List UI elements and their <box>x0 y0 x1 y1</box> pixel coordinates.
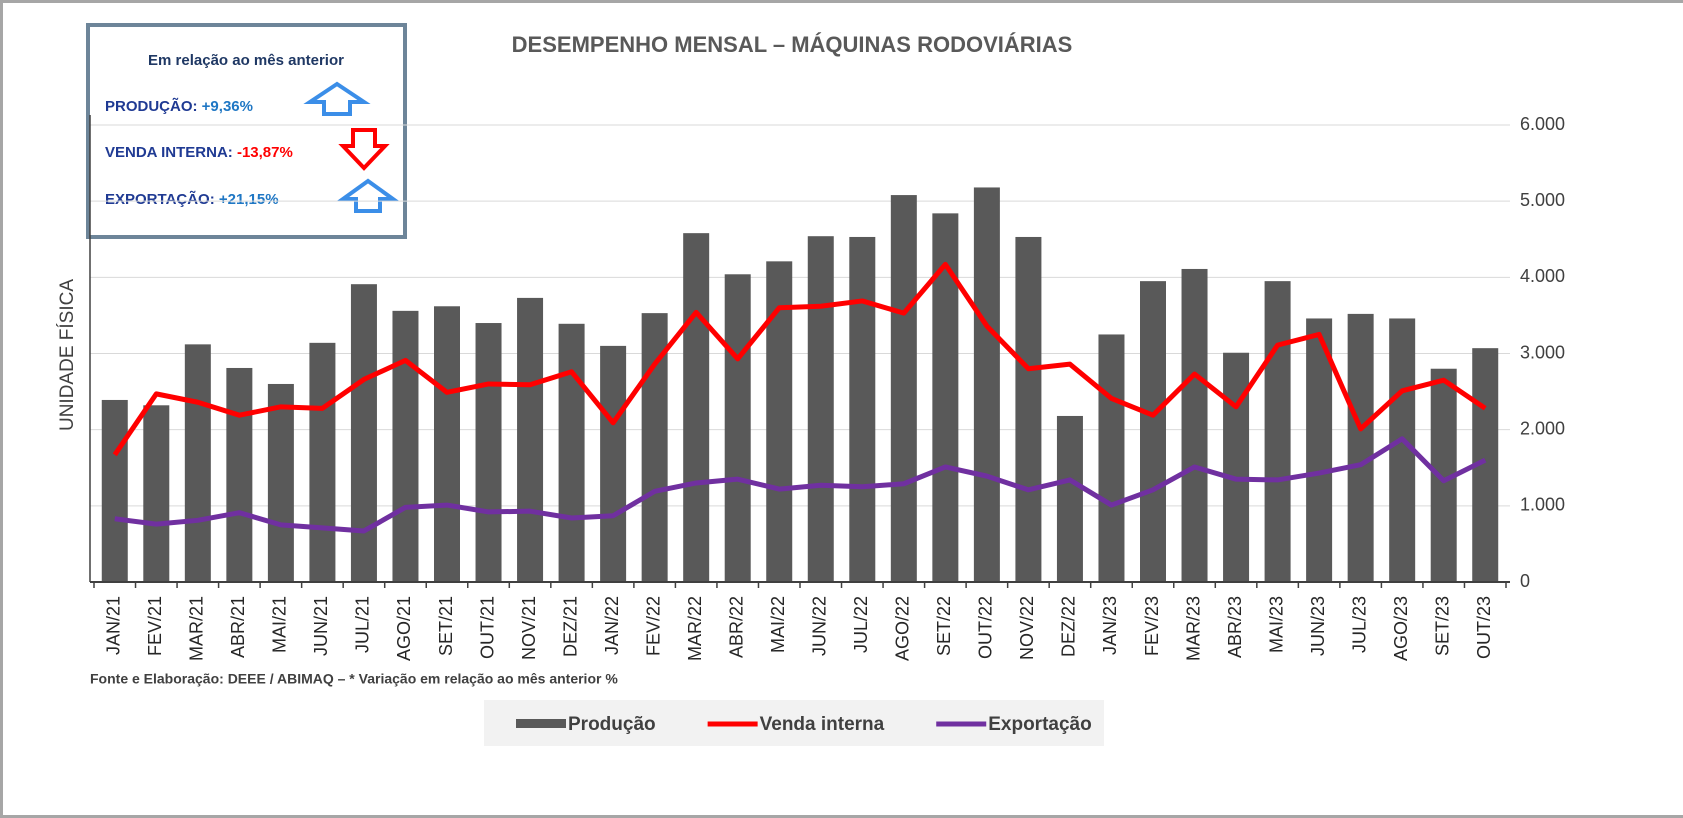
info-item: VENDA INTERNA: -13,87% <box>105 144 293 161</box>
line <box>114 436 1487 534</box>
bar <box>1306 318 1333 582</box>
y-tick-label: 0 <box>1520 571 1530 591</box>
bar <box>1056 415 1083 582</box>
y-tick-label: 1.000 <box>1520 495 1565 515</box>
x-tick-label: JAN/22 <box>602 596 622 655</box>
y-axis-label: UNIDADE FÍSICA <box>57 279 78 431</box>
x-tick-label: OUT/21 <box>477 596 497 659</box>
info-label: VENDA INTERNA: <box>105 144 233 161</box>
bar <box>226 367 253 582</box>
x-tick-label: OUT/22 <box>976 596 996 659</box>
x-tick-label: AGO/22 <box>893 596 913 661</box>
x-tick-label: MAI/23 <box>1266 596 1286 653</box>
x-tick-label: SET/21 <box>436 596 456 656</box>
bar <box>724 274 751 582</box>
x-tick-label: JAN/23 <box>1100 596 1120 655</box>
x-tick-label: NOV/21 <box>519 596 539 660</box>
x-tick-label: AGO/23 <box>1391 596 1411 661</box>
info-value: -13,87% <box>237 144 293 161</box>
y-tick-label: 6.000 <box>1520 114 1565 134</box>
x-tick-label: FEV/22 <box>643 596 663 656</box>
info-value: +9,36% <box>202 98 253 115</box>
bar <box>1015 236 1042 582</box>
bar <box>267 383 294 582</box>
y-tick-label: 4.000 <box>1520 266 1565 286</box>
x-tick-label: MAI/21 <box>270 596 290 653</box>
y-tick-label: 3.000 <box>1520 342 1565 362</box>
legend-label: Produção <box>568 714 656 735</box>
bar <box>558 323 585 582</box>
x-tick-label: ABR/21 <box>228 596 248 658</box>
x-tick-label: OUT/23 <box>1474 596 1494 659</box>
x-tick-label: AGO/21 <box>394 596 414 661</box>
x-tick-label: DEZ/21 <box>560 596 580 657</box>
bar <box>143 405 170 582</box>
bar <box>101 399 128 582</box>
bar <box>517 297 544 582</box>
up-arrow <box>303 81 371 116</box>
y-tick-label: 2.000 <box>1520 418 1565 438</box>
x-tick-label: MAR/23 <box>1183 596 1203 661</box>
info-item: EXPORTAÇÃO: +21,15% <box>105 190 279 208</box>
bar <box>392 310 419 582</box>
down-arrow <box>338 128 390 171</box>
x-tick-label: JUN/23 <box>1308 596 1328 656</box>
x-tick-label: MAI/22 <box>768 596 788 653</box>
up-arrow <box>336 178 400 213</box>
x-tick-label: JAN/21 <box>104 596 124 655</box>
x-tick-label: JUL/21 <box>353 596 373 653</box>
x-tick-label: FEV/23 <box>1142 596 1162 656</box>
bar <box>1140 281 1166 582</box>
x-tick-label: FEV/21 <box>145 596 165 656</box>
bar <box>1223 352 1250 582</box>
x-tick-label: MAR/22 <box>685 596 705 661</box>
x-tick-label: JUL/22 <box>851 596 871 653</box>
legend-label: Venda interna <box>760 714 885 735</box>
bar <box>184 344 211 582</box>
x-tick-label: JUL/23 <box>1349 596 1369 653</box>
bar <box>807 236 834 582</box>
x-tick-label: SET/22 <box>934 596 954 656</box>
source-note: Fonte e Elaboração: DEEE / ABIMAQ – * Va… <box>90 671 618 687</box>
info-title: Em relação ao mês anterior <box>148 52 344 69</box>
bar <box>849 236 876 582</box>
bar <box>309 342 336 582</box>
line <box>112 261 1487 457</box>
legend <box>484 700 1104 746</box>
chart-title: DESEMPENHO MENSAL – MÁQUINAS RODOVIÁRIAS <box>512 32 1073 57</box>
bar <box>890 195 917 582</box>
x-tick-label: ABR/22 <box>726 596 746 658</box>
bar <box>350 284 377 582</box>
bar <box>641 313 668 582</box>
x-tick-label: DEZ/22 <box>1059 596 1079 657</box>
info-label: PRODUÇÃO: <box>105 97 198 115</box>
bar <box>973 187 1000 582</box>
bar <box>434 306 460 582</box>
x-tick-label: JUN/21 <box>311 596 331 656</box>
legend-label: Exportação <box>988 714 1091 735</box>
x-tick-label: SET/23 <box>1432 596 1452 656</box>
bar <box>683 233 710 582</box>
info-value: +21,15% <box>219 191 279 208</box>
info-label: EXPORTAÇÃO: <box>105 190 215 208</box>
bar <box>475 323 502 582</box>
info-item: PRODUÇÃO: +9,36% <box>105 97 253 115</box>
x-tick-label: NOV/22 <box>1017 596 1037 660</box>
x-tick-label: MAR/21 <box>187 596 207 661</box>
bar <box>1181 268 1208 582</box>
bar <box>1264 281 1291 582</box>
y-tick-label: 5.000 <box>1520 190 1565 210</box>
bar <box>600 345 627 582</box>
bar <box>1098 334 1125 582</box>
x-tick-label: ABR/23 <box>1225 596 1245 658</box>
x-tick-label: JUN/22 <box>810 596 830 656</box>
legend-swatch <box>516 719 566 728</box>
bar <box>1347 313 1374 582</box>
